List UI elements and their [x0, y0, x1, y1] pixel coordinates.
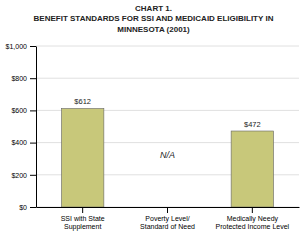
- x-tick-label: Poverty Level/Standard of Need: [140, 215, 195, 230]
- x-axis: SSI with StateSupplement Poverty Level/St…: [37, 207, 300, 231]
- bar: [231, 131, 273, 207]
- y-tick-mark: [30, 175, 36, 176]
- x-tick: SSI with StateSupplement: [61, 207, 105, 231]
- y-tick-label: $1,000: [6, 43, 28, 50]
- y-tick-mark: [30, 207, 36, 208]
- grid-line: [36, 78, 299, 79]
- y-tick-label: $200: [11, 172, 27, 179]
- data-label: $612: [74, 97, 91, 106]
- y-tick: $0: [19, 204, 36, 211]
- chart: CHART 1.BENEFIT STANDARDS FOR SSI AND ME…: [0, 0, 307, 233]
- y-tick-label: $800: [11, 75, 27, 82]
- data-labels: $612 N/A $472: [74, 97, 260, 159]
- x-tick-mark: [252, 207, 253, 213]
- y-tick-label: $400: [11, 139, 27, 146]
- y-tick: $1,000: [6, 43, 36, 50]
- y-tick-mark: [30, 46, 36, 47]
- data-label: $472: [244, 120, 261, 129]
- y-tick-label: $600: [11, 107, 27, 114]
- y-tick: $800: [11, 75, 36, 82]
- y-tick: $600: [11, 107, 36, 114]
- x-tick-label: Medically NeedyProtected Income Level: [216, 215, 290, 230]
- grid: [36, 46, 299, 207]
- y-axis: $0 $200 $400 $600 $800 $1,000: [6, 43, 37, 211]
- x-tick: Medically NeedyProtected Income Level: [216, 207, 290, 230]
- x-tick: Poverty Level/Standard of Need: [140, 207, 195, 230]
- x-tick-label: SSI with StateSupplement: [61, 215, 105, 231]
- na-label: N/A: [160, 150, 175, 160]
- x-tick-mark: [167, 207, 168, 213]
- grid-line: [36, 46, 299, 47]
- y-tick: $400: [11, 139, 36, 146]
- y-tick-mark: [30, 143, 36, 144]
- title: CHART 1.BENEFIT STANDARDS FOR SSI AND ME…: [34, 4, 274, 34]
- bars: [61, 108, 273, 207]
- y-axis-line: [36, 47, 37, 208]
- plot-area: $0 $200 $400 $600 $800 $1,000 SSI with StateSu…: [6, 43, 300, 231]
- y-tick-label: $0: [19, 204, 27, 211]
- bar: [61, 108, 103, 207]
- x-tick-mark: [82, 207, 83, 213]
- y-tick-mark: [30, 110, 36, 111]
- y-tick: $200: [11, 172, 36, 179]
- y-tick-mark: [30, 78, 36, 79]
